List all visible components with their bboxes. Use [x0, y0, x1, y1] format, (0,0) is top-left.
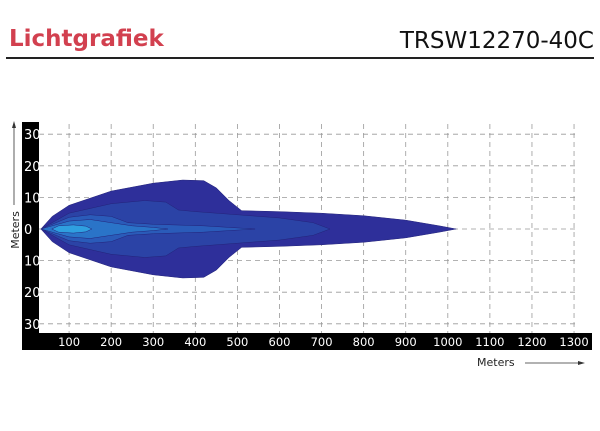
y-tick-label: 0	[24, 223, 32, 238]
x-tick-label: 200	[100, 335, 122, 349]
x-tick-label: 400	[184, 335, 206, 349]
y-tick-label: 30	[24, 128, 41, 143]
x-axis-label: Meters	[477, 356, 515, 369]
x-arrow-head-icon	[578, 361, 585, 365]
x-tick-label: 300	[142, 335, 164, 349]
chart-heading: Lichtgrafiek	[9, 26, 164, 52]
x-tick-label: 500	[226, 335, 248, 349]
x-tick-label: 700	[311, 335, 333, 349]
beam-contour-5	[51, 224, 93, 234]
beam-pattern	[40, 179, 457, 279]
y-tick-label: 30	[24, 318, 41, 333]
y-axis-bar	[22, 122, 39, 350]
y-axis-label: Meters	[9, 211, 22, 249]
x-tick-label: 100	[58, 335, 80, 349]
y-tick-label: 10	[24, 191, 41, 206]
x-tick-label: 600	[269, 335, 291, 349]
x-tick-label: 1200	[517, 335, 546, 349]
beam-contour-4	[40, 219, 169, 239]
header-divider	[6, 57, 594, 59]
x-tick-label: 1000	[433, 335, 462, 349]
grid	[39, 124, 579, 333]
x-tick-label: 900	[395, 335, 417, 349]
x-tick-label: 800	[353, 335, 375, 349]
x-axis-bar	[22, 333, 592, 350]
y-arrow-head-icon	[12, 121, 16, 128]
x-tick-label: 1100	[475, 335, 504, 349]
x-tick-label: 1300	[559, 335, 588, 349]
y-tick-label: 20	[24, 286, 41, 301]
y-tick-label: 20	[24, 160, 41, 175]
y-tick-label: 10	[24, 255, 41, 270]
model-number: TRSW12270-40C	[399, 28, 594, 54]
